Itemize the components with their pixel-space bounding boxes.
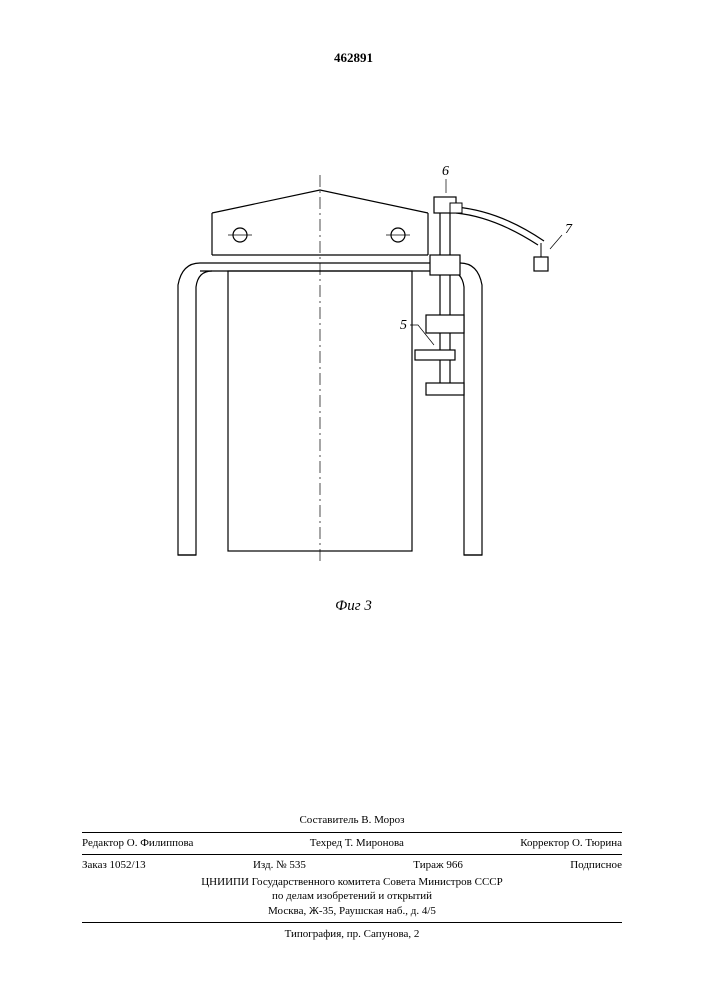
callout-7: 7 [565,222,573,237]
divider [82,854,622,855]
signed: Подписное [570,858,622,873]
organization-block: ЦНИИПИ Государственного комитета Совета … [82,875,622,920]
order-number: Заказ 1052/13 [82,858,146,873]
editor: Редактор О. Филиппова [82,836,193,851]
circulation: Тираж 966 [413,858,463,873]
publication-row: Заказ 1052/13 Изд. № 535 Тираж 966 Подпи… [82,858,622,873]
imprint-block: Составитель В. Мороз Редактор О. Филиппо… [82,813,622,942]
org-line-2: по делам изобретений и открытий [82,889,622,904]
org-line-1: ЦНИИПИ Государственного комитета Совета … [82,875,622,890]
divider [82,922,622,923]
editorial-row: Редактор О. Филиппова Техред Т. Миронова… [82,836,622,851]
technical-diagram: 5 6 7 [100,135,607,615]
composer-line: Составитель В. Мороз [82,813,622,828]
techred: Техред Т. Миронова [310,836,404,851]
page-number: 462891 [334,50,373,66]
callout-6: 6 [442,164,449,179]
figure-label: Фиг 3 [335,598,372,615]
corrector: Корректор О. Тюрина [520,836,622,851]
divider [82,832,622,833]
org-line-3: Москва, Ж-35, Раушская наб., д. 4/5 [82,904,622,919]
typography-line: Типография, пр. Сапунова, 2 [82,927,622,942]
publication-number: Изд. № 535 [253,858,306,873]
callout-5: 5 [400,318,407,333]
diagram-svg: 5 6 7 [100,135,607,615]
